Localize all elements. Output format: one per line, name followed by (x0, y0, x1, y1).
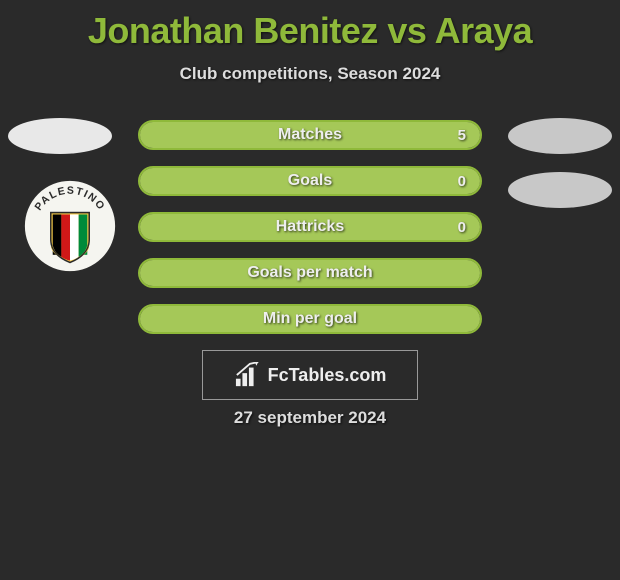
chart-icon (234, 362, 262, 388)
bar-label: Min per goal (140, 306, 480, 332)
date: 27 september 2024 (0, 408, 620, 428)
subtitle: Club competitions, Season 2024 (0, 64, 620, 84)
stat-bar-goals: Goals0 (138, 166, 482, 196)
team-logo-right (508, 172, 612, 208)
bar-label: Hattricks (140, 214, 480, 240)
stat-bar-matches: Matches5 (138, 120, 482, 150)
stat-bar-goals-per-match: Goals per match (138, 258, 482, 288)
stat-bar-min-per-goal: Min per goal (138, 304, 482, 334)
bar-value-right: 5 (458, 122, 466, 148)
team-logo-left: PALESTINO (22, 178, 118, 274)
stat-bars: Matches5Goals0Hattricks0Goals per matchM… (138, 120, 482, 350)
bar-value-right: 0 (458, 214, 466, 240)
bar-value-right: 0 (458, 168, 466, 194)
bar-label: Matches (140, 122, 480, 148)
page-title: Jonathan Benitez vs Araya (0, 0, 620, 52)
bar-label: Goals per match (140, 260, 480, 286)
player-avatar-left (8, 118, 112, 154)
watermark-text: FcTables.com (268, 365, 387, 386)
stat-bar-hattricks: Hattricks0 (138, 212, 482, 242)
bar-label: Goals (140, 168, 480, 194)
player-avatar-right (508, 118, 612, 154)
watermark: FcTables.com (202, 350, 418, 400)
